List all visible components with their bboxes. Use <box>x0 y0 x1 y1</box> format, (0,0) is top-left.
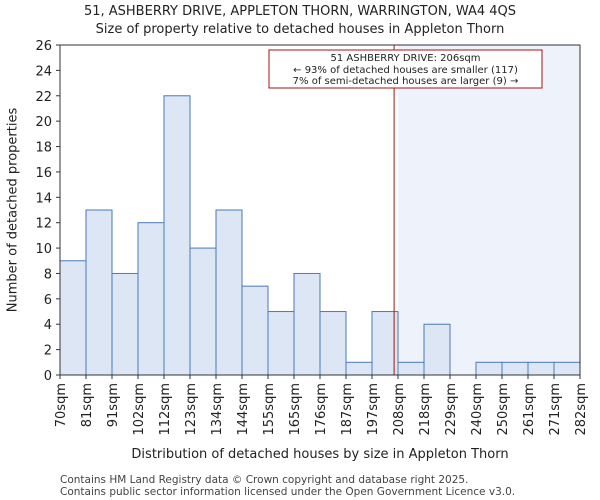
y-tick-label: 20 <box>35 115 52 130</box>
highlight-region <box>398 45 580 375</box>
annotation-border <box>268 49 543 89</box>
x-axis-label: Distribution of detached houses by size … <box>131 447 508 462</box>
bar-155sqm <box>267 311 295 376</box>
x-tick-label: 144sqm <box>236 383 251 436</box>
y-tick-label: 14 <box>35 191 52 206</box>
x-tick-label: 229sqm <box>444 383 459 436</box>
x-tick-label: 81sqm <box>80 383 95 427</box>
annotation-box: 51 ASHBERRY DRIVE: 206sqm ← 93% of detac… <box>268 49 543 89</box>
bar-208sqm <box>397 361 425 376</box>
bar-187sqm <box>345 361 373 376</box>
x-tick-label: 240sqm <box>470 383 485 436</box>
bar-165sqm <box>293 272 321 376</box>
chart-title: 51, ASHBERRY DRIVE, APPLETON THORN, WARR… <box>84 4 516 19</box>
y-tick-label: 4 <box>44 318 52 333</box>
y-tick-label: 8 <box>44 267 52 282</box>
x-tick-label: 176sqm <box>314 383 329 436</box>
x-axis: 70sqm 81sqm 91sqm 102sqm 112sqm 123sqm 134sqm 1… <box>54 375 589 436</box>
annotation-line-1: 51 ASHBERRY DRIVE: 206sqm <box>330 53 480 64</box>
bar-134sqm <box>215 209 243 376</box>
bar-218sqm <box>423 323 451 376</box>
x-tick-label: 112sqm <box>158 383 173 436</box>
y-tick-label: 18 <box>35 141 52 156</box>
x-tick-label: 165sqm <box>288 383 303 436</box>
bar-81sqm <box>85 209 113 376</box>
y-axis-label: Number of detached properties <box>6 108 21 313</box>
bar-70sqm <box>59 260 87 376</box>
x-tick-label: 250sqm <box>496 383 511 436</box>
bar-250sqm <box>501 361 529 376</box>
y-tick-label: 22 <box>35 90 52 105</box>
x-tick-label: 218sqm <box>418 383 433 436</box>
x-tick-label: 70sqm <box>54 383 69 427</box>
x-tick-label: 208sqm <box>392 383 407 436</box>
bar-271sqm <box>553 361 581 376</box>
footer-line-2: Contains public sector information licen… <box>60 486 515 498</box>
x-tick-label: 102sqm <box>132 383 147 436</box>
bar-102sqm <box>137 222 165 376</box>
annotation-line-3: 7% of semi-detached houses are larger (9… <box>293 76 519 87</box>
annotation-line-2: ← 93% of detached houses are smaller (11… <box>293 65 518 76</box>
bar-91sqm <box>111 272 139 376</box>
x-tick-label: 282sqm <box>574 383 589 436</box>
footer-line-1: Contains HM Land Registry data © Crown c… <box>60 474 468 486</box>
bar-112sqm <box>163 95 191 376</box>
x-tick-label: 91sqm <box>106 383 121 427</box>
bar-261sqm <box>527 361 555 376</box>
y-tick-label: 16 <box>35 166 52 181</box>
x-tick-label: 123sqm <box>184 383 199 436</box>
y-tick-label: 26 <box>35 39 52 54</box>
chart-subtitle: Size of property relative to detached ho… <box>96 22 505 37</box>
y-tick-label: 2 <box>44 344 52 359</box>
bar-123sqm <box>189 247 217 376</box>
y-tick-label: 0 <box>44 369 52 384</box>
y-tick-label: 12 <box>35 217 52 232</box>
bars-group <box>59 95 581 376</box>
bar-144sqm <box>241 285 269 376</box>
x-tick-label: 187sqm <box>340 383 355 436</box>
y-tick-label: 24 <box>35 64 52 79</box>
x-tick-label: 261sqm <box>522 383 537 436</box>
x-tick-label: 271sqm <box>548 383 563 436</box>
y-tick-label: 6 <box>44 293 52 308</box>
bar-176sqm <box>319 311 347 376</box>
x-tick-label: 134sqm <box>210 383 225 436</box>
x-tick-label: 197sqm <box>366 383 381 436</box>
bar-240sqm <box>475 361 503 376</box>
x-tick-label: 155sqm <box>262 383 277 436</box>
y-tick-label: 10 <box>35 242 52 257</box>
